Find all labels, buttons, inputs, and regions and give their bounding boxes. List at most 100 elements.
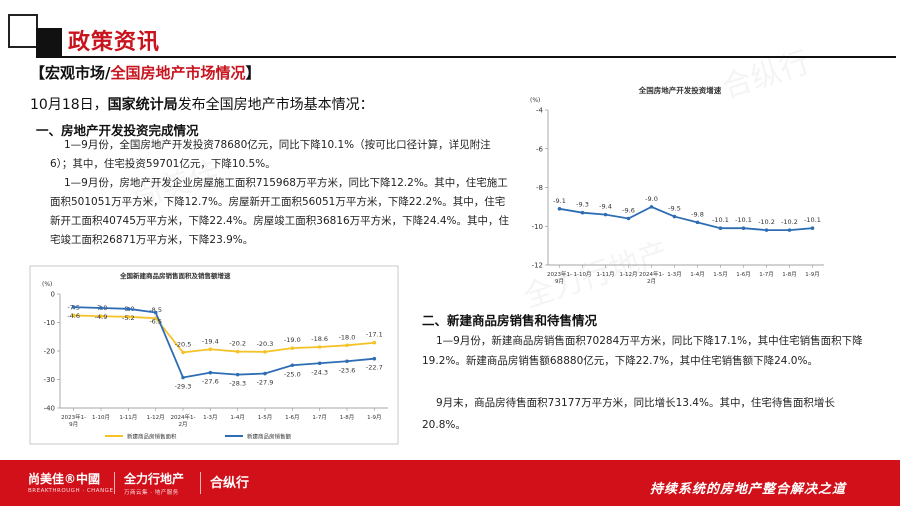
data-label: -18.0: [339, 333, 356, 341]
data-label: -25.0: [284, 370, 301, 378]
data-label: -17.1: [366, 331, 383, 339]
chart-frame: [29, 265, 399, 445]
data-point: [764, 228, 769, 232]
data-point: [208, 370, 213, 375]
data-point: [235, 372, 240, 377]
data-point: [345, 359, 349, 364]
data-label: -20.5: [175, 340, 192, 348]
x-tick-label: 2024年1-: [171, 413, 196, 421]
data-point: [263, 350, 267, 354]
x-tick-label: 1-5月: [258, 414, 272, 421]
data-point: [787, 228, 792, 232]
footer-divider: [114, 472, 115, 494]
y-axis-label: (%): [530, 97, 540, 104]
header-divider: [36, 56, 896, 58]
data-label: -9.5: [668, 205, 681, 213]
x-tick-label: 1-5月: [713, 271, 727, 278]
x-tick-label: 2024年1-: [639, 270, 664, 278]
x-tick-label: 1-9月: [367, 414, 381, 421]
y-tick-label: 0: [51, 291, 55, 299]
part2-paragraph-inventory: 9月末，商品房待售面积73177万平方米，同比增长13.4%。其中，住宅待售面积…: [422, 397, 835, 431]
x-tick-label: 1-10月: [574, 271, 592, 278]
part2-paragraph-sales: 1—9月份，新建商品房销售面积70284万平方米，同比下降17.1%，其中住宅销…: [422, 335, 863, 367]
series-line: [73, 314, 375, 354]
data-point: [695, 220, 700, 225]
data-label: -9.6: [622, 207, 635, 215]
y-axis-label: (%): [42, 281, 52, 288]
y-tick-label: -20: [44, 348, 55, 356]
data-point: [741, 226, 746, 230]
y-tick-label: -6: [536, 145, 544, 153]
part1-paragraph-area: 1—9月份，房地产开发企业房屋施工面积715968万平方米，同比下降12.2%。…: [50, 177, 510, 246]
data-point: [99, 314, 103, 319]
data-label: -23.6: [339, 366, 356, 374]
data-point: [263, 371, 267, 376]
series-line: [559, 205, 813, 232]
x-tick-label: 1-9月: [805, 271, 819, 278]
chart-title: 全国新建商品房销售面积及销售额增速: [119, 271, 231, 280]
sales-growth-chart: 全国新建商品房销售面积及销售额增速 (%) 0 -10 -20 -30 -40 2023年1-…: [29, 265, 399, 445]
x-tick-label: 1-4月: [230, 414, 244, 421]
x-tick-label: 1-3月: [667, 271, 681, 278]
data-point: [71, 313, 76, 318]
x-tick-label: 1-10月: [92, 414, 110, 421]
data-label: -8.5: [149, 306, 162, 314]
x-tick-label: 1-7月: [759, 271, 773, 278]
footer-brand-hezongxing: 合纵行: [210, 476, 250, 491]
chart-title: 全国房地产开发投资增速: [638, 85, 722, 95]
data-label: -24.3: [311, 368, 328, 376]
footer-divider: [200, 472, 201, 494]
x-tick-label: 1-12月: [620, 271, 638, 278]
data-point: [126, 307, 131, 311]
data-point: [99, 306, 103, 310]
footer-brand-shangmeijia: 尚美佳®中國 BREAKTHROUGH · CHANGE: [28, 472, 114, 494]
y-tick-label: -40: [44, 405, 55, 413]
data-point: [126, 315, 131, 319]
legend-label: 新建商品房销售额: [247, 433, 292, 441]
data-point: [580, 210, 585, 215]
data-point: [372, 356, 377, 361]
data-label: -28.3: [229, 380, 246, 388]
footer-slogan: 持续系统的房地产整合解决之道: [650, 482, 847, 497]
data-point: [345, 343, 349, 348]
data-point: [153, 310, 158, 315]
footer-brand-quanlixing: 全力行地产 万商云集 · 地产服务: [124, 472, 185, 496]
header-logo-block: [36, 28, 62, 56]
data-label: -9.4: [599, 203, 612, 211]
data-point: [290, 363, 295, 368]
x-tick-label: 1-6月: [736, 271, 750, 278]
part1-paragraph-investment: 1—9月份，全国房地产开发投资78680亿元，同比下降10.1%（按可比口径计算…: [50, 139, 491, 170]
data-point: [290, 346, 295, 350]
investment-growth-chart: 全国房地产开发投资增速 (%) -4 -6 -8 -10 -12 2023年1-9月 1-10月…: [530, 85, 824, 285]
x-tick-label: 2月: [179, 421, 188, 428]
legend-label: 新建商品房销售面积: [127, 433, 177, 441]
data-point: [649, 205, 654, 209]
page-title: 政策资讯: [68, 30, 161, 55]
x-tick-label: 1-12月: [147, 414, 165, 421]
data-point: [603, 212, 608, 217]
x-tick-label: 1-3月: [203, 414, 217, 421]
data-point: [317, 345, 322, 349]
data-label: -10.2: [758, 218, 775, 226]
data-point: [672, 214, 677, 219]
data-point: [235, 349, 240, 354]
data-label: -18.6: [311, 335, 328, 343]
data-point: [718, 226, 723, 230]
y-tick-label: -4: [536, 107, 544, 115]
data-label: -9.0: [645, 195, 658, 203]
x-tick-label: 1-8月: [340, 414, 354, 421]
data-label: -6.5: [149, 318, 162, 326]
y-tick-label: -10: [44, 319, 55, 327]
y-tick-label: -8: [536, 184, 543, 192]
data-label: -20.3: [257, 340, 274, 348]
data-label: -19.4: [202, 337, 219, 345]
footer-bar: [0, 460, 900, 506]
x-tick-label: 1-6月: [285, 414, 299, 421]
data-point: [153, 316, 158, 321]
x-tick-label: 1-7月: [312, 414, 326, 421]
data-label: -9.8: [691, 210, 704, 218]
data-label: -10.1: [735, 216, 752, 224]
x-tick-label: 1-8月: [782, 271, 796, 278]
x-tick-label: 1-4月: [690, 271, 704, 278]
charts-canvas: 全国房地产开发投资增速(%)-4-6-8-10-122023年1-9月1-10月…: [29, 85, 824, 445]
